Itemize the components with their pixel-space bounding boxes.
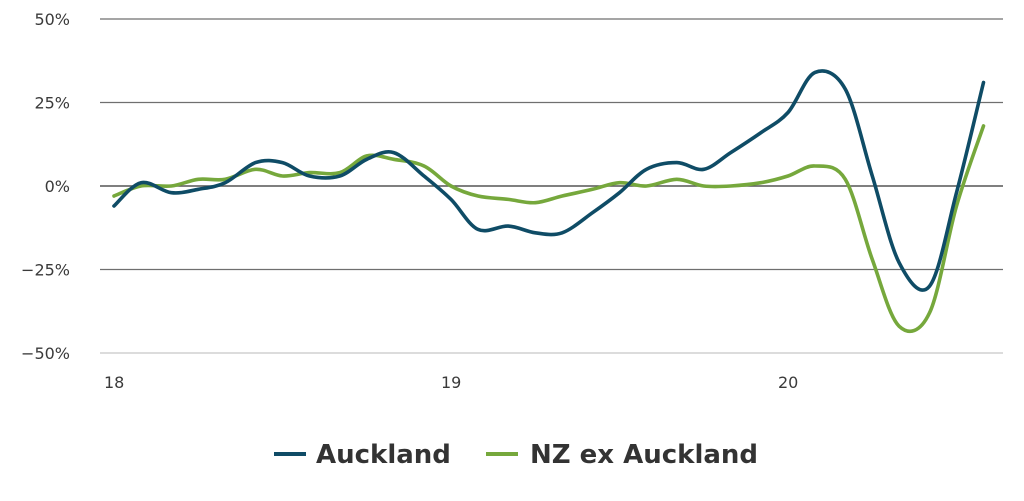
grid-lines — [100, 18, 1003, 354]
x-tick-label: 18 — [104, 373, 124, 392]
x-tick-label: 20 — [778, 373, 798, 392]
y-axis: 50% 25% 0% −25% −50% — [21, 10, 70, 363]
x-tick-label: 19 — [441, 373, 461, 392]
series-line-auckland — [112, 69, 986, 292]
y-tick-label: −50% — [21, 344, 70, 363]
y-tick-label: 50% — [34, 10, 70, 29]
legend-label: Auckland — [316, 440, 451, 470]
series-line-nz-ex-auckland — [112, 124, 986, 334]
y-tick-label: −25% — [21, 261, 70, 280]
series-lines — [112, 69, 986, 334]
x-axis: 18 19 20 — [104, 373, 798, 392]
y-tick-label: 25% — [34, 94, 70, 113]
legend-label: NZ ex Auckland — [530, 440, 758, 470]
legend: Auckland NZ ex Auckland — [274, 440, 758, 470]
y-tick-label: 0% — [45, 177, 70, 196]
